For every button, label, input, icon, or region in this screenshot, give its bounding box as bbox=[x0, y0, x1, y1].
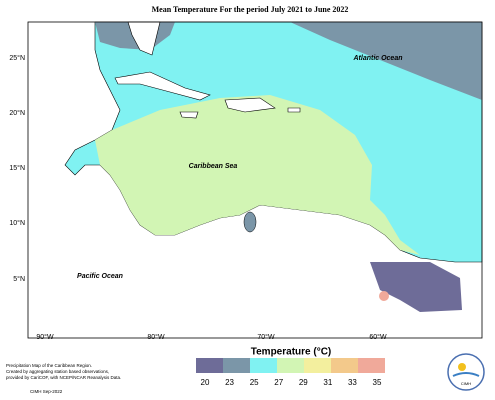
warm-band bbox=[95, 95, 420, 255]
legend-tick: 20 bbox=[201, 378, 210, 387]
lat-tick: 20°N bbox=[9, 109, 25, 117]
legend-swatch bbox=[277, 358, 304, 373]
map-frame bbox=[27, 21, 483, 339]
warm-spot bbox=[379, 291, 389, 301]
sea-label: Atlantic Ocean bbox=[352, 55, 402, 62]
legend-tick: 35 bbox=[373, 378, 382, 387]
logo-text: CIMH bbox=[461, 381, 471, 386]
credit: CIMH Sep-2022 bbox=[30, 389, 63, 394]
logo: CIMH bbox=[447, 353, 485, 391]
lon-tick: 90°W bbox=[36, 333, 54, 341]
map-title: Mean Temperature For the period July 202… bbox=[152, 5, 349, 14]
legend-tick: 25 bbox=[250, 378, 259, 387]
legend-swatch bbox=[304, 358, 331, 373]
legend-tick: 33 bbox=[348, 378, 357, 387]
lon-tick: 70°W bbox=[257, 333, 275, 341]
legend-tick: 27 bbox=[274, 378, 283, 387]
lat-tick: 10°N bbox=[9, 219, 25, 227]
lon-tick: 80°W bbox=[147, 333, 165, 341]
map: Atlantic Ocean Caribbean Sea Pacific Oce… bbox=[9, 21, 483, 341]
legend-swatch bbox=[331, 358, 358, 373]
legend-tick: 23 bbox=[225, 378, 234, 387]
lon-tick: 60°W bbox=[369, 333, 387, 341]
sea-label: Caribbean Sea bbox=[189, 163, 238, 170]
guiana-cool bbox=[370, 262, 462, 312]
puerto-rico bbox=[287, 107, 301, 113]
legend-tick: 29 bbox=[299, 378, 308, 387]
atlantic-cool bbox=[290, 22, 482, 100]
jamaica bbox=[179, 111, 199, 119]
footnote: Created by aggregating station based obs… bbox=[6, 369, 109, 374]
legend: Temperature (°C) 20 23 25 27 29 31 33 35 bbox=[196, 347, 385, 387]
legend-swatch bbox=[223, 358, 250, 373]
legend-swatch bbox=[358, 358, 385, 373]
lat-tick: 25°N bbox=[9, 54, 25, 62]
cuba bbox=[114, 71, 211, 101]
footnote: Precipitation Map of the Caribbean Regio… bbox=[6, 363, 92, 368]
lat-tick: 15°N bbox=[9, 164, 25, 172]
lat-tick: 5°N bbox=[13, 275, 25, 283]
hispaniola bbox=[224, 97, 276, 113]
legend-tick: 31 bbox=[323, 378, 332, 387]
lake-maracaibo bbox=[243, 211, 257, 233]
legend-swatch bbox=[250, 358, 277, 373]
legend-title: Temperature (°C) bbox=[251, 347, 332, 358]
logo-wave bbox=[452, 372, 480, 377]
footnote: provided by CariCOF, with NCEP/NCAR Rean… bbox=[6, 375, 121, 380]
sea-label: Pacific Ocean bbox=[77, 273, 123, 280]
legend-swatch bbox=[196, 358, 223, 373]
logo-sun bbox=[458, 363, 466, 371]
